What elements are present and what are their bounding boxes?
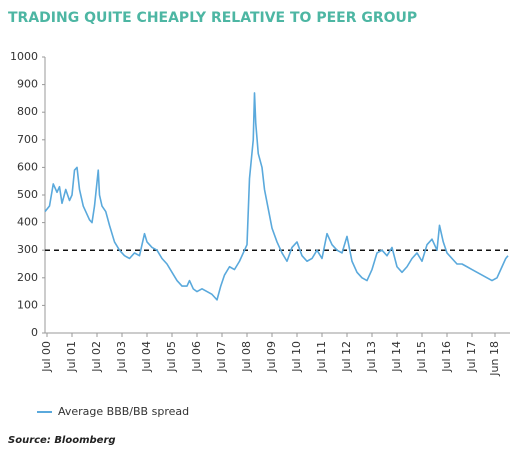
y-tick-label: 600: [17, 160, 38, 173]
x-tick-label: Jul 15: [415, 341, 428, 373]
y-tick-label: 400: [17, 216, 38, 229]
y-tick-label: 900: [17, 78, 38, 91]
y-tick-label: 700: [17, 133, 38, 146]
x-tick-label: Jul 16: [440, 341, 453, 373]
y-tick-label: 100: [17, 298, 38, 311]
x-tick-label: Jul 03: [115, 341, 128, 373]
x-tick-label: Jul 14: [390, 341, 403, 373]
chart-title: TRADING QUITE CHEAPLY RELATIVE TO PEER G…: [8, 10, 417, 26]
y-tick-label: 1000: [10, 50, 38, 63]
x-tick-label: Jul 12: [340, 341, 353, 373]
y-tick-label: 800: [17, 105, 38, 118]
x-tick-label: Jul 07: [215, 341, 228, 373]
x-tick-label: Jul 01: [65, 341, 78, 373]
legend-label: Average BBB/BB spread: [58, 405, 189, 418]
y-tick-label: 0: [31, 326, 38, 339]
y-tick-label: 200: [17, 271, 38, 284]
y-tick-label: 500: [17, 188, 38, 201]
x-tick-label: Jul 06: [190, 341, 203, 373]
x-tick-label: Jun 18: [488, 341, 501, 377]
x-tick-label: Jul 11: [315, 341, 328, 373]
y-tick-label: 300: [17, 243, 38, 256]
x-tick-label: Jul 02: [90, 341, 103, 373]
x-tick-label: Jul 09: [265, 341, 278, 373]
x-tick-label: Jul 10: [290, 341, 303, 373]
x-tick-label: Jul 17: [465, 341, 478, 373]
series-line: [44, 92, 509, 301]
x-tick-label: Jul 08: [240, 341, 253, 373]
x-tick-label: Jul 13: [365, 341, 378, 373]
x-tick-label: Jul 04: [140, 341, 153, 373]
x-tick-label: Jul 00: [40, 341, 53, 373]
source: Source: Bloomberg: [8, 435, 116, 446]
x-tick-label: Jul 05: [165, 341, 178, 373]
